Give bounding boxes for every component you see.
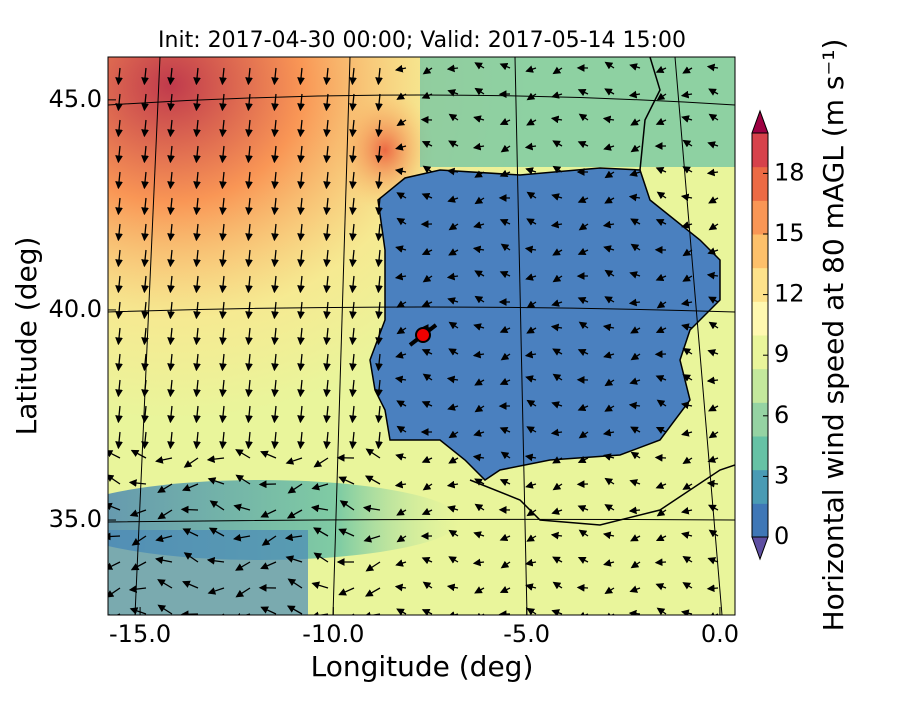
colorbar-segment xyxy=(752,436,768,470)
colorbar-tick-label: 6 xyxy=(774,401,789,429)
y-tick-label: 45.0 xyxy=(49,85,102,113)
x-tick-label: -5.0 xyxy=(503,620,550,648)
colorbar-segment xyxy=(752,301,768,335)
x-label: Longitude (deg) xyxy=(311,650,534,683)
colorbar-tick-label: 9 xyxy=(774,340,789,368)
colorbar-label: Horizontal wind speed at 80 mAGL (m s⁻¹) xyxy=(817,39,850,632)
wind-arrow xyxy=(656,457,666,458)
colorbar-tick-label: 0 xyxy=(774,522,789,550)
map-field xyxy=(60,57,735,623)
colorbar-tick-label: 12 xyxy=(774,280,805,308)
y-tick-label: 35.0 xyxy=(49,505,102,533)
x-tick-label: 0.0 xyxy=(701,620,739,648)
colorbar-segment xyxy=(752,402,768,436)
colorbar-segment xyxy=(752,200,768,234)
wind-arrow xyxy=(578,587,588,588)
colorbar-extend-high xyxy=(752,111,768,133)
title: Init: 2017-04-30 00:00; Valid: 2017-05-1… xyxy=(158,28,686,53)
colorbar-tick-label: 3 xyxy=(774,461,789,489)
colorbar-tick-label: 18 xyxy=(774,158,805,186)
colorbar-segment xyxy=(752,268,768,302)
wind-arrow xyxy=(708,588,718,589)
wind-arrow xyxy=(104,536,120,537)
x-tick-label: -10.0 xyxy=(302,620,364,648)
colorbar-extend-low xyxy=(752,537,768,559)
y-label: Latitude (deg) xyxy=(10,237,43,436)
colorbar-segment xyxy=(752,234,768,268)
colorbar-segment xyxy=(752,470,768,504)
colorbar-segment xyxy=(752,369,768,403)
colorbar-tick-label: 15 xyxy=(774,219,805,247)
colorbar-segment xyxy=(752,335,768,369)
colorbar-segment xyxy=(752,133,768,167)
wind-arrow xyxy=(630,613,640,614)
x-tick-label: -15.0 xyxy=(109,620,171,648)
y-tick-label: 40.0 xyxy=(49,295,102,323)
wind-arrow xyxy=(182,509,198,510)
wind-arrow xyxy=(708,483,718,484)
wind-arrow xyxy=(656,562,666,563)
colorbar-segment xyxy=(752,167,768,201)
colorbar-segment xyxy=(752,503,768,537)
